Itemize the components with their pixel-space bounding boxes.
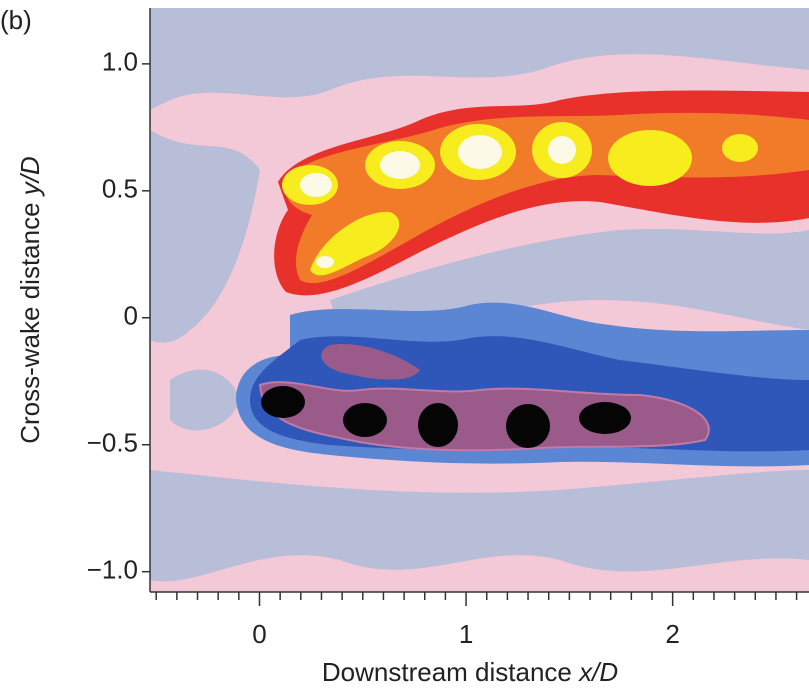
weak-contours — [150, 8, 809, 582]
y-tick-label: 0.5 — [102, 174, 138, 204]
y-tick-label: 0 — [124, 301, 138, 331]
x-tick-label: 1 — [459, 619, 473, 649]
y-tick-label: −0.5 — [87, 428, 138, 458]
y-axis-label: Cross-wake distance y/D — [15, 156, 45, 444]
y-axis-label-text: Cross-wake distance — [15, 202, 45, 443]
y-tick-label: 1.0 — [102, 47, 138, 77]
x-tick-label: 2 — [665, 619, 679, 649]
x-axis-label-var: x/D — [577, 657, 618, 687]
x-axis-label-text: Downstream distance — [322, 657, 572, 687]
negative-vorticity — [321, 344, 420, 380]
y-axis-label-var: y/D — [15, 156, 45, 197]
x-tick-label: 0 — [252, 619, 266, 649]
positive-vorticity — [300, 135, 576, 268]
contour-field — [150, 8, 809, 592]
negative-vorticity — [261, 386, 631, 448]
x-axis-label: Downstream distance x/D — [322, 657, 618, 687]
y-tick-label: −1.0 — [87, 555, 138, 585]
panel-label: (b) — [0, 5, 32, 35]
